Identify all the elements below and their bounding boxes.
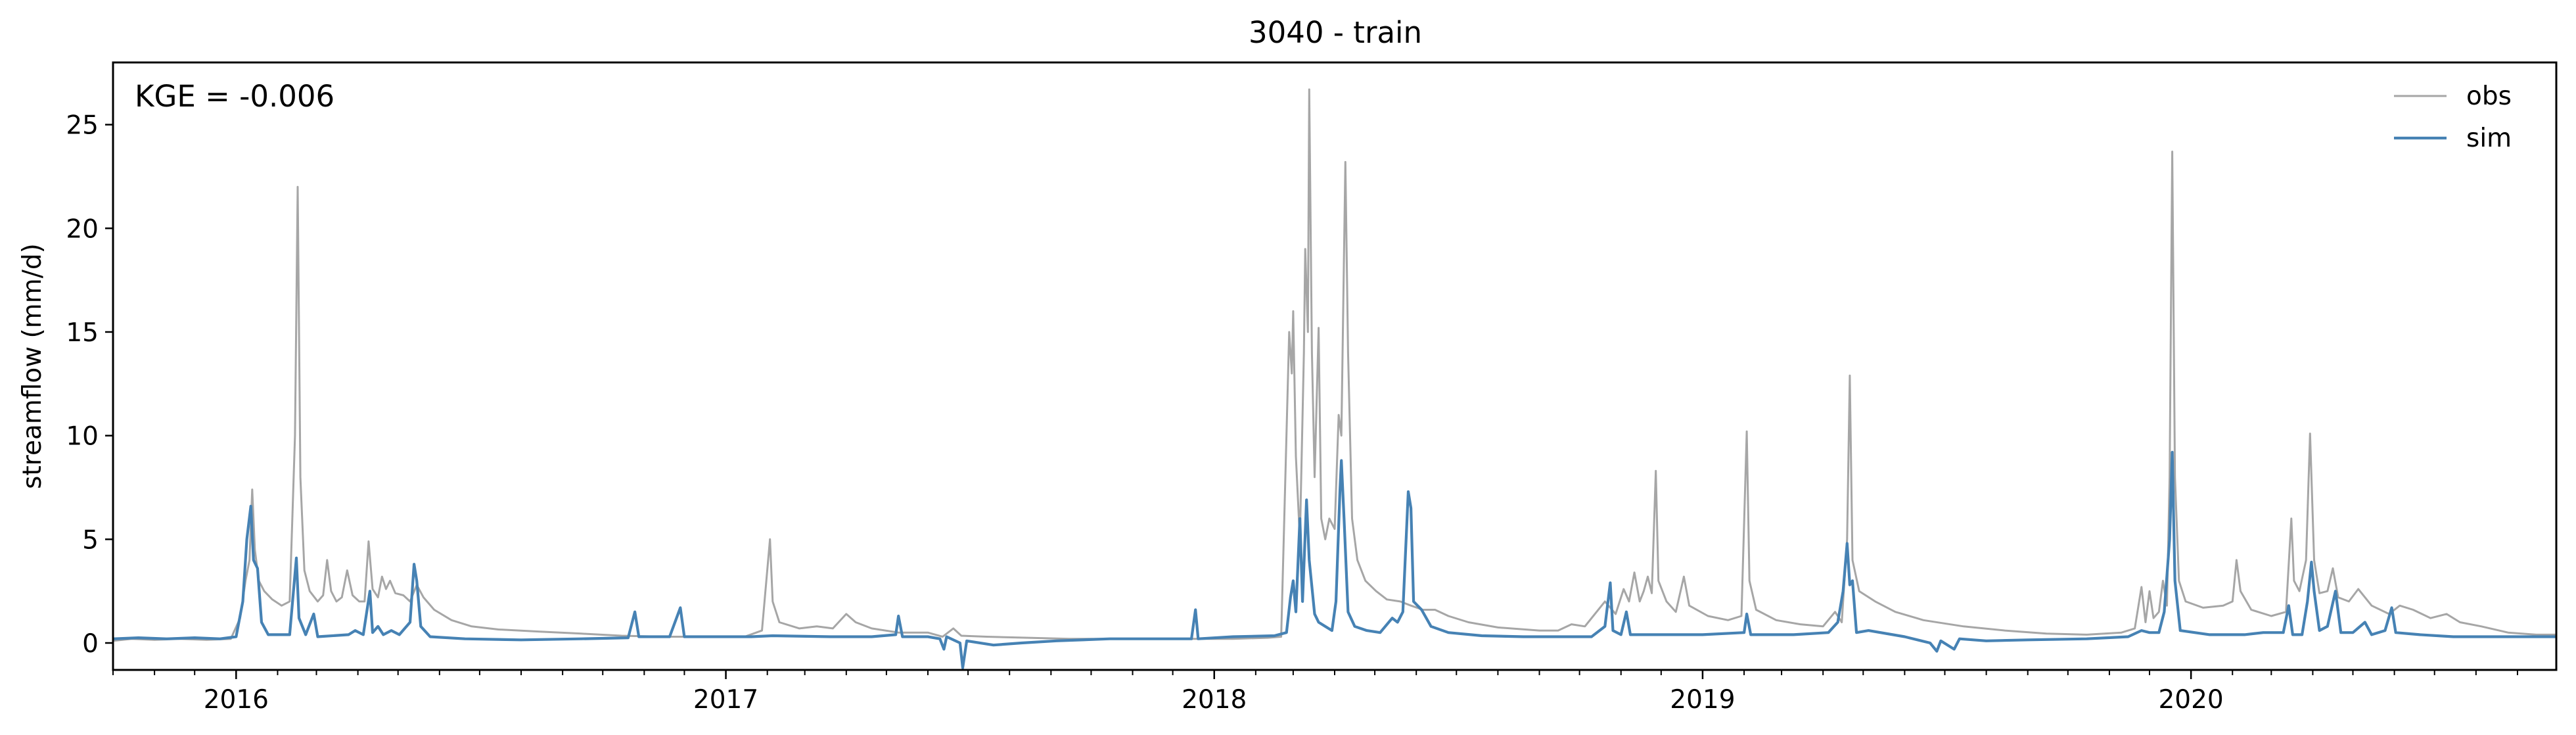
legend-label-sim: sim xyxy=(2466,124,2512,153)
x-tick-label: 2019 xyxy=(1670,685,1735,715)
y-axis: 0 5 10 15 20 25 xyxy=(66,111,113,659)
plot-area: KGE = -0.006 xyxy=(112,61,2558,671)
kge-annotation: KGE = -0.006 xyxy=(135,79,334,114)
plot-frame xyxy=(112,61,2558,671)
x-tick-label: 2018 xyxy=(1182,685,1247,715)
series-line-obs xyxy=(112,88,2556,642)
series-line-sim xyxy=(112,450,2556,669)
y-tick-label: 5 xyxy=(82,525,99,555)
y-axis-label: streamflow (mm/d) xyxy=(18,243,47,489)
x-tick-label: 2017 xyxy=(693,685,758,715)
y-tick-label: 15 xyxy=(66,318,99,348)
legend: obs sim xyxy=(2394,82,2512,153)
y-tick-label: 20 xyxy=(66,214,99,244)
chart-title: 3040 - train xyxy=(1249,15,1422,50)
x-tick-label: 2020 xyxy=(2158,685,2223,715)
x-tick-label: 2016 xyxy=(204,685,269,715)
legend-label-obs: obs xyxy=(2466,82,2512,111)
x-axis: 2016 2017 2018 2019 2020 xyxy=(112,670,2518,715)
series-layer xyxy=(112,88,2556,669)
y-tick-label: 25 xyxy=(66,111,99,141)
y-tick-label: 10 xyxy=(66,422,99,452)
y-tick-label: 0 xyxy=(82,629,99,659)
